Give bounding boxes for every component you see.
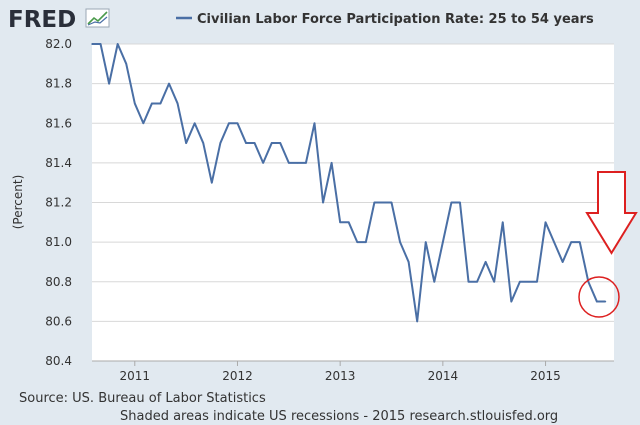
data-point: [91, 43, 93, 45]
data-point: [424, 241, 427, 243]
data-point: [596, 300, 598, 303]
data-point: [330, 162, 333, 164]
data-point: [116, 43, 119, 45]
data-point: [245, 142, 247, 144]
data-point: [356, 241, 359, 243]
data-point: [108, 82, 110, 85]
fred-logo-graph-icon: [85, 8, 110, 28]
down-arrow-annotation: [585, 171, 638, 255]
data-point: [176, 102, 179, 105]
data-point: [253, 142, 256, 144]
data-point: [536, 280, 538, 283]
data-point: [373, 201, 376, 204]
data-point: [296, 162, 299, 164]
data-point: [288, 162, 290, 164]
data-point: [407, 261, 410, 263]
annotations: [578, 171, 638, 318]
data-point: [270, 142, 273, 144]
data-point: [476, 280, 478, 283]
data-point: [399, 241, 401, 243]
data-point: [185, 142, 187, 144]
y-tick-label: 81.4: [45, 156, 72, 170]
x-tick-label: 2014: [428, 369, 459, 383]
y-tick-label: 81.8: [45, 77, 72, 91]
x-axis: 2011 2012 2013 2014 2015: [92, 360, 614, 383]
data-point: [484, 261, 487, 263]
data-point: [365, 241, 367, 243]
recession-note: Shaded areas indicate US recessions - 20…: [120, 409, 558, 424]
x-tick-label: 2012: [222, 369, 253, 383]
y-axis-title: (Percent): [11, 175, 25, 230]
data-point: [347, 221, 350, 224]
data-point: [193, 122, 196, 125]
data-point: [570, 241, 573, 243]
data-point: [467, 280, 470, 283]
data-point: [125, 63, 128, 65]
data-point: [416, 320, 418, 323]
data-point: [159, 102, 162, 105]
data-point: [553, 241, 555, 243]
data-point: [493, 280, 496, 283]
data-point: [561, 261, 564, 263]
fred-logo[interactable]: FRED: [8, 7, 110, 33]
legend: Civilian Labor Force Participation Rate:…: [176, 12, 594, 27]
data-point: [433, 280, 436, 283]
data-point: [544, 221, 547, 224]
data-point: [604, 300, 607, 303]
y-tick-label: 80.8: [45, 275, 72, 289]
data-point: [279, 142, 282, 144]
data-point: [236, 122, 239, 125]
data-point: [211, 181, 213, 184]
y-axis: 82.0 81.8 81.6 81.4 81.2 81.0 80.8 80.6 80.4: [45, 37, 72, 368]
series-layer: [91, 43, 607, 323]
data-point: [99, 43, 102, 45]
data-point: [442, 241, 444, 243]
x-tick-label: 2013: [325, 369, 356, 383]
source-note: Source: US. Bureau of Labor Statistics: [19, 391, 266, 406]
highlight-circle-annotation: [578, 276, 620, 318]
y-tick-label: 81.2: [45, 196, 72, 210]
data-point: [459, 201, 461, 204]
data-point: [501, 221, 504, 224]
data-point: [339, 221, 341, 224]
data-point: [228, 122, 230, 125]
data-point: [519, 280, 521, 283]
data-point: [202, 142, 205, 144]
data-point: [133, 102, 136, 105]
data-point: [450, 201, 453, 204]
x-tick-label: 2011: [120, 369, 151, 383]
x-tick-label: 2015: [530, 369, 561, 383]
y-tick-label: 80.4: [45, 354, 72, 368]
data-point: [322, 201, 324, 204]
fred-logo-text: FRED: [8, 7, 76, 33]
y-tick-label: 81.6: [45, 116, 72, 130]
data-point: [578, 241, 581, 243]
data-point: [151, 102, 153, 105]
data-point: [382, 201, 384, 204]
data-point: [390, 201, 393, 204]
data-point: [142, 122, 145, 125]
y-tick-label: 82.0: [45, 37, 72, 51]
data-point: [305, 162, 307, 164]
data-point: [527, 280, 530, 283]
data-point: [313, 122, 316, 125]
y-tick-label: 80.6: [45, 314, 72, 328]
data-point: [219, 142, 222, 144]
legend-label: Civilian Labor Force Participation Rate:…: [197, 12, 594, 27]
data-point: [587, 280, 590, 283]
data-point: [510, 300, 513, 303]
y-tick-label: 81.0: [45, 235, 72, 249]
data-point: [168, 82, 170, 85]
data-point: [262, 162, 264, 164]
